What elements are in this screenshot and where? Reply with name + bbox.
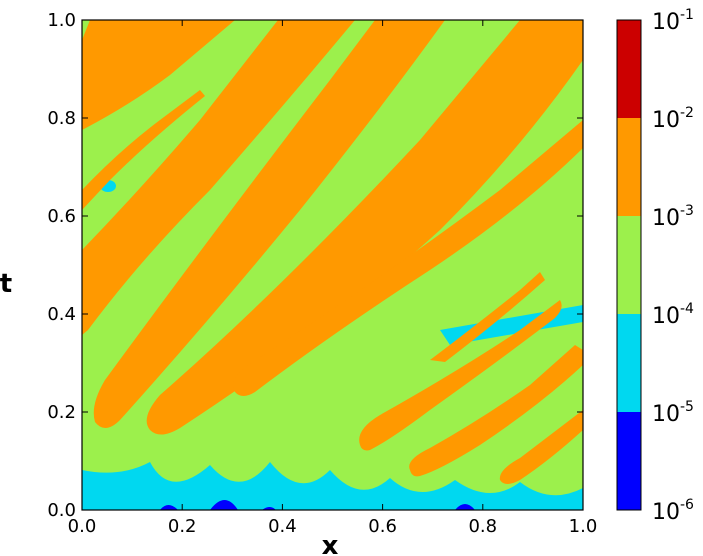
colorbar-frame <box>616 19 642 511</box>
x-tick-label: 0.4 <box>268 516 297 537</box>
colorbar-tick-label: 10-5 <box>652 399 694 427</box>
y-tick-label: 0.0 <box>47 500 76 521</box>
colorbar-swatch <box>617 118 641 216</box>
y-tick-label: 0.6 <box>47 206 76 227</box>
colorbar-tick-label: 10-2 <box>652 105 694 133</box>
colorbar-swatch <box>617 216 641 314</box>
y-axis-title: t <box>0 269 12 299</box>
y-axis: 0.0 0.2 0.4 0.6 0.8 1.0 <box>47 10 583 521</box>
x-tick-label: 1.0 <box>569 516 598 537</box>
colorbar-swatch <box>617 412 641 510</box>
colorbar-swatch <box>617 314 641 412</box>
contour-region-orange <box>82 20 235 130</box>
x-tick-label: 0.6 <box>368 516 397 537</box>
contour-region-cyan <box>82 462 583 510</box>
contour-region-orange <box>430 272 545 362</box>
plot-frame <box>81 19 584 511</box>
colorbar-tick-label: 10-6 <box>652 497 694 525</box>
x-tick-label: 0.0 <box>68 516 97 537</box>
contour-region-blue <box>160 500 475 510</box>
colorbar-swatch <box>617 20 641 118</box>
colorbar: 10-6 10-5 10-4 10-3 10-2 10-1 <box>616 7 694 525</box>
x-axis: 0.0 0.2 0.4 0.6 0.8 1.0 <box>68 20 598 537</box>
contour-plot-area <box>82 20 583 510</box>
x-tick-label: 0.8 <box>468 516 497 537</box>
contour-region-orange <box>233 120 583 396</box>
x-tick-label: 0.2 <box>168 516 197 537</box>
contour-region-orange <box>82 20 355 335</box>
x-axis-title: x <box>322 531 339 556</box>
colorbar-tick-label: 10-1 <box>652 7 694 35</box>
contour-region-orange <box>409 345 583 477</box>
colorbar-tick-label: 10-3 <box>652 203 694 231</box>
contour-region-orange <box>146 20 583 435</box>
y-tick-label: 0.4 <box>47 304 76 325</box>
y-tick-label: 0.8 <box>47 108 76 129</box>
y-tick-label: 1.0 <box>47 10 76 31</box>
contour-region-orange <box>499 410 583 484</box>
y-tick-label: 0.2 <box>47 402 76 423</box>
colorbar-tick-label: 10-4 <box>652 301 694 329</box>
contour-region-orange <box>359 300 562 451</box>
contour-region-orange <box>93 20 445 429</box>
contour-region-orange <box>82 90 205 210</box>
